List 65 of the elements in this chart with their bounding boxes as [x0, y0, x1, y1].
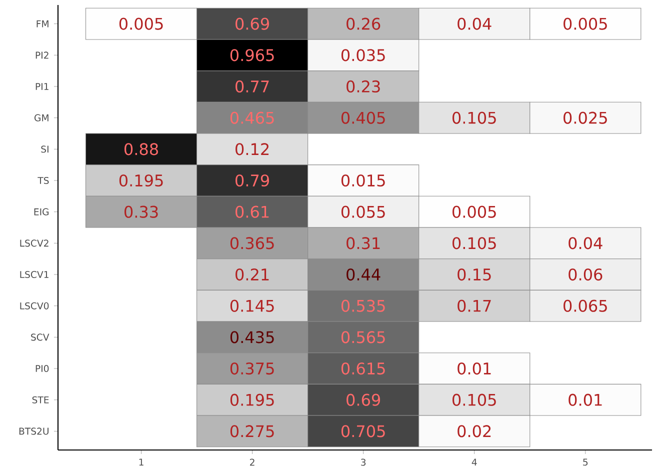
data-label: 0.055 — [341, 206, 385, 218]
x-tick-label: 2 — [250, 458, 254, 466]
x-tick-label: 1 — [139, 458, 144, 466]
data-label: 0.035 — [341, 49, 385, 62]
data-label: 0.69 — [236, 18, 269, 30]
data-label: 0.88 — [124, 143, 158, 156]
data-label: 0.17 — [458, 300, 491, 312]
data-label: 0.105 — [452, 237, 496, 250]
data-label: 0.365 — [230, 237, 274, 250]
data-label: 0.375 — [230, 362, 274, 375]
data-label: 0.535 — [341, 300, 385, 312]
y-tick-label: STE — [32, 396, 49, 404]
data-label: 0.465 — [230, 112, 274, 124]
data-label: 0.195 — [230, 394, 274, 406]
data-label: 0.79 — [236, 174, 269, 187]
data-label: 0.01 — [458, 362, 491, 375]
data-label: 0.01 — [568, 394, 602, 406]
data-label: 0.015 — [341, 174, 385, 187]
y-tick-label: GM — [34, 114, 48, 122]
data-label: 0.69 — [346, 394, 380, 406]
data-label: 0.005 — [119, 18, 163, 30]
data-label: 0.21 — [236, 268, 269, 281]
y-tick-label: FM — [36, 20, 48, 28]
data-label: 0.04 — [458, 18, 492, 30]
data-label: 0.31 — [346, 237, 380, 250]
data-label: 0.435 — [230, 331, 274, 344]
data-label: 0.005 — [564, 18, 607, 30]
y-tick-label: PI1 — [36, 83, 48, 90]
data-label: 0.06 — [568, 268, 602, 281]
y-tick-label: SCV — [31, 334, 50, 341]
data-label: 0.12 — [236, 143, 269, 156]
data-label: 0.26 — [346, 18, 380, 30]
y-tick-label: PI0 — [36, 365, 49, 372]
y-tick-label: LSCV0 — [20, 302, 49, 310]
data-label: 0.105 — [452, 112, 496, 124]
data-label: 0.105 — [452, 394, 496, 406]
data-label: 0.565 — [341, 331, 385, 344]
data-label: 0.145 — [230, 300, 274, 312]
data-label: 0.04 — [568, 237, 602, 250]
data-label: 0.77 — [236, 80, 269, 93]
data-label: 0.02 — [458, 425, 491, 438]
data-label: 0.065 — [564, 300, 607, 312]
y-tick-label: LSCV1 — [20, 270, 48, 278]
data-label: 0.15 — [458, 268, 491, 281]
y-tick-label: LSCV2 — [20, 240, 48, 247]
y-tick-label: EIG — [34, 208, 49, 216]
data-label: 0.23 — [346, 80, 380, 93]
y-tick-label: PI2 — [36, 52, 48, 59]
data-label: 0.405 — [341, 112, 385, 124]
data-label: 0.705 — [341, 425, 385, 438]
y-tick-label: TS — [38, 176, 49, 184]
data-label: 0.195 — [119, 174, 163, 187]
y-tick-label: BTS2U — [19, 428, 48, 435]
data-label: 0.33 — [124, 206, 158, 218]
data-label: 0.61 — [236, 206, 269, 218]
x-tick-label: 3 — [361, 458, 366, 466]
y-tick-label: SI — [41, 146, 48, 153]
data-label: 0.615 — [341, 362, 385, 375]
data-label: 0.965 — [230, 49, 274, 62]
data-label: 0.275 — [230, 425, 274, 438]
x-tick-label: 5 — [583, 458, 588, 466]
data-label: 0.005 — [452, 206, 496, 218]
data-label: 0.44 — [346, 268, 380, 281]
data-label: 0.025 — [564, 112, 607, 124]
x-tick-label: 4 — [472, 458, 477, 466]
